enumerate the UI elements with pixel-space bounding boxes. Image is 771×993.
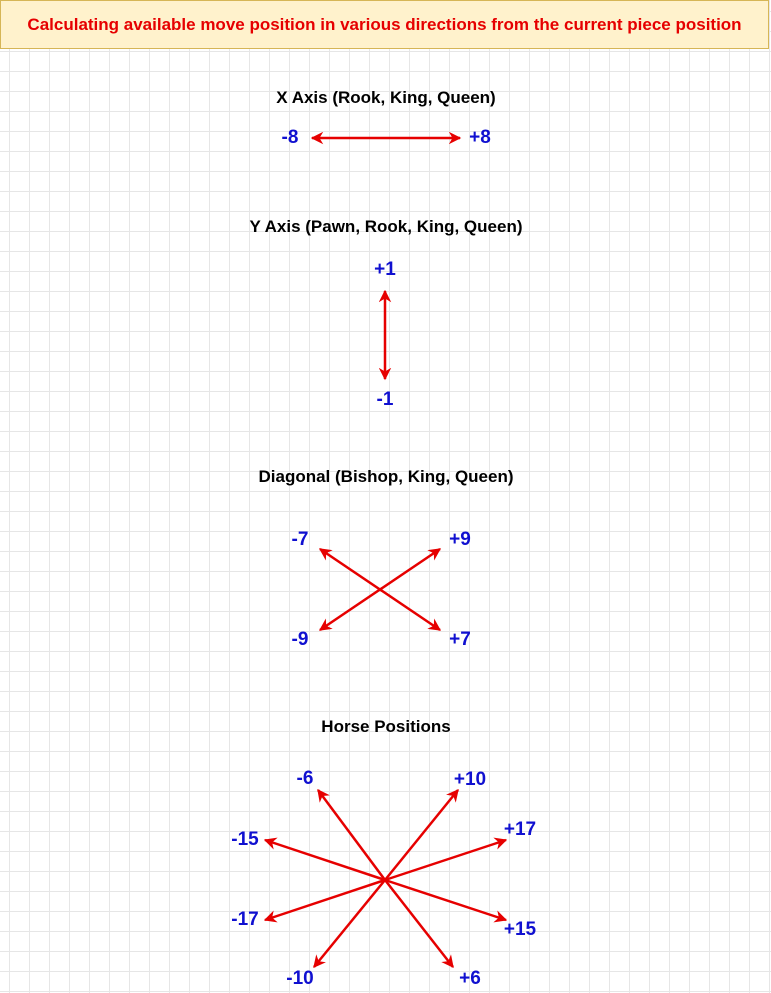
horse-arrow-plus-15 — [384, 878, 508, 923]
horse-arrow-plus-17 — [384, 837, 508, 882]
horse-label-plus-6: +6 — [459, 968, 481, 989]
diagonal-up-left-label: -7 — [291, 529, 309, 550]
x-axis-heading: X Axis (Rook, King, Queen) — [276, 88, 496, 107]
horse-arrow-minus-10 — [313, 879, 386, 968]
x-axis-left-label: -8 — [281, 127, 299, 148]
y-axis-up-label: +1 — [374, 259, 396, 280]
horse-label-plus-17: +17 — [503, 819, 537, 840]
horse-arrow-minus-17 — [263, 878, 386, 923]
diagonal-arrow-sw-ne — [318, 547, 442, 632]
title-text: Calculating available move position in v… — [27, 14, 742, 34]
diagonal-down-left-label: -9 — [291, 629, 309, 650]
horse-heading: Horse Positions — [321, 717, 451, 736]
horse-arrow-plus-10 — [384, 789, 459, 881]
horse-arrow-plus-6 — [384, 879, 454, 968]
y-axis-down-label: -1 — [376, 389, 394, 410]
horse-label-minus-10: -10 — [286, 968, 314, 989]
x-axis-right-label: +8 — [469, 127, 491, 148]
horse-label-plus-10: +10 — [453, 769, 487, 790]
horse-label-minus-15: -15 — [231, 829, 259, 850]
horse-arrow-minus-6 — [316, 788, 387, 881]
y-axis-heading: Y Axis (Pawn, Rook, King, Queen) — [249, 217, 523, 236]
horse-label-plus-15: +15 — [503, 919, 537, 940]
diagonal-up-right-label: +9 — [449, 529, 471, 550]
horse-arrow-minus-15 — [263, 837, 386, 882]
horse-label-minus-17: -17 — [231, 909, 259, 930]
diagonal-down-right-label: +7 — [449, 629, 471, 650]
horse-label-minus-6: -6 — [296, 768, 314, 789]
title-banner: Calculating available move position in v… — [0, 0, 769, 49]
diagonal-heading: Diagonal (Bishop, King, Queen) — [258, 467, 514, 486]
